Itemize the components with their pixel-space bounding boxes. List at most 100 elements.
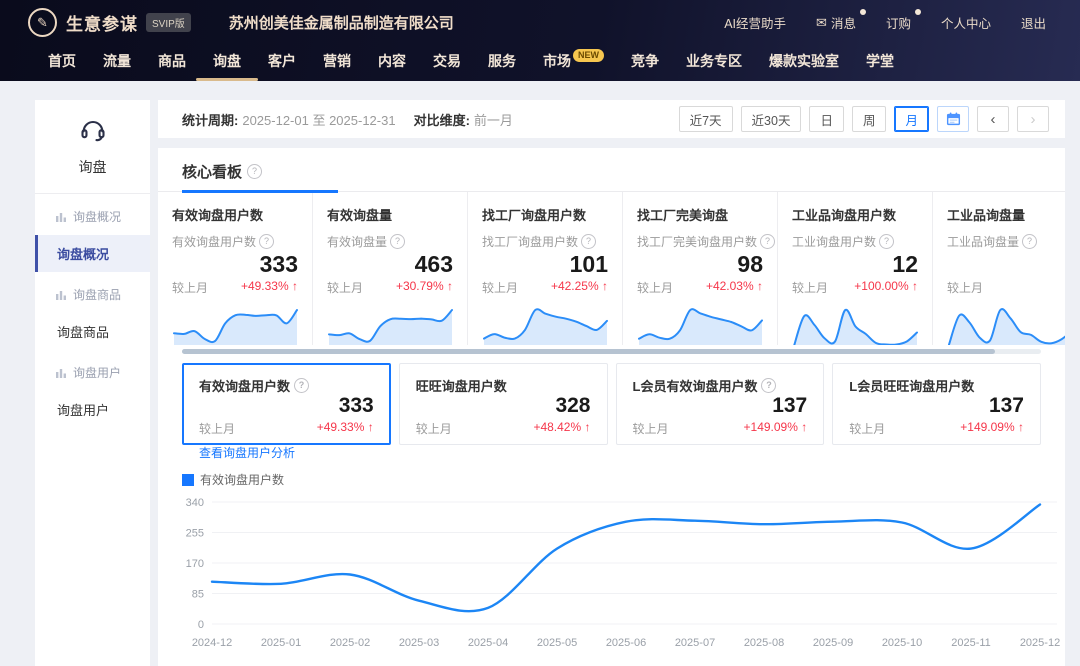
nav-tab[interactable]: 学堂 xyxy=(866,45,894,81)
top-header: ✎ 生意参谋 SVIP版 苏州创美佳金属制品制造有限公司 AI经营助手 ✉ 消息… xyxy=(0,0,1080,81)
summary-card[interactable]: L会员旺旺询盘用户数 137 较上月 +149.09% ↑ xyxy=(832,363,1041,445)
help-icon[interactable]: ? xyxy=(390,234,406,249)
sidebar-group-header[interactable]: 询盘商品 xyxy=(35,272,150,307)
nav-tab[interactable]: 内容 xyxy=(378,45,406,81)
compare-label: 对比维度: xyxy=(413,112,470,128)
calendar-button[interactable] xyxy=(937,106,969,132)
summary-card-value: 137 xyxy=(988,394,1024,417)
compare-period-label: 较上月 xyxy=(947,281,984,295)
summary-card[interactable]: 旺旺询盘用户数 328 较上月 +48.42% ↑ xyxy=(398,363,608,445)
metric-card-value: 12 xyxy=(892,251,918,277)
svg-text:2025-06: 2025-06 xyxy=(606,637,646,649)
legend-label: 有效询盘用户数 xyxy=(200,473,285,487)
nav-tab[interactable]: 交易 xyxy=(433,45,461,81)
nav-tab[interactable]: 商品 xyxy=(158,45,186,81)
metric-card[interactable]: 找工厂完美询盘 找工厂完美询盘用户数 ? 98 较上月 +42.03% ↑ xyxy=(623,192,778,345)
nav-tab[interactable]: 营销 xyxy=(323,45,351,81)
sidebar-item[interactable]: 询盘用户 xyxy=(35,391,150,428)
metric-card[interactable]: 有效询盘用户数 有效询盘用户数 ? 333 较上月 +49.33% ↑ xyxy=(158,192,313,345)
summary-cards-row: 有效询盘用户数 ? 333 较上月 +49.33% ↑ 查看询盘用户分析 旺旺询… xyxy=(158,354,1065,460)
header-menu-item[interactable]: 退出 xyxy=(1021,13,1046,32)
nav-tab-label: 首页 xyxy=(48,53,76,69)
change-value: +30.79% xyxy=(395,279,444,293)
nav-tab[interactable]: 客户 xyxy=(268,45,296,81)
header-menu-item[interactable]: 订购 xyxy=(886,9,921,32)
range-button[interactable]: 日 xyxy=(809,106,844,132)
help-icon[interactable]: ? xyxy=(760,234,776,249)
summary-card-value: 328 xyxy=(555,394,591,417)
nav-tab[interactable]: 首页 xyxy=(48,45,76,81)
range-button[interactable]: 近7天 xyxy=(678,106,733,132)
help-icon[interactable]: ? xyxy=(879,234,895,249)
help-icon[interactable]: ? xyxy=(1022,234,1038,249)
range-button[interactable]: 周 xyxy=(851,106,887,132)
metric-card-subtitle: 找工厂完美询盘用户数 xyxy=(637,235,758,249)
sidebar-group-header[interactable]: 询盘概况 xyxy=(35,194,150,229)
summary-card[interactable]: 有效询盘用户数 ? 333 较上月 +49.33% ↑ 查看询盘用户分析 xyxy=(182,363,391,460)
range-button[interactable]: 近30天 xyxy=(740,106,802,132)
sidebar-group-header[interactable]: 询盘用户 xyxy=(35,350,150,385)
nav-tab[interactable]: 竞争 xyxy=(631,45,659,81)
next-period-button[interactable]: › xyxy=(1017,106,1049,132)
metric-cards-row: 有效询盘用户数 有效询盘用户数 ? 333 较上月 +49.33% ↑ 有效询盘… xyxy=(158,192,1065,345)
help-icon[interactable]: ? xyxy=(259,234,275,249)
metric-card-subtitle: 有效询盘用户数 xyxy=(172,235,257,249)
header-menu-item[interactable]: 个人中心 xyxy=(941,13,991,32)
nav-tab[interactable]: 服务 xyxy=(488,45,516,81)
legend-swatch-icon xyxy=(182,473,194,486)
compare-period-label: 较上月 xyxy=(482,281,519,295)
range-button-label: 月 xyxy=(905,113,918,128)
metric-card[interactable]: 找工厂询盘用户数 找工厂询盘用户数 ? 101 较上月 +42.25% ↑ xyxy=(468,192,623,345)
metric-card[interactable]: 工业品询盘用户数 工业询盘用户数 ? 12 较上月 +100.00% ↑ xyxy=(778,192,933,345)
change-percent: +100.00% ↑ xyxy=(854,279,918,296)
nav-tab-label: 客户 xyxy=(268,53,296,69)
nav-tab-label: 学堂 xyxy=(866,53,894,69)
svg-text:170: 170 xyxy=(186,558,204,570)
svip-badge: SVIP版 xyxy=(146,13,191,32)
header-menu-label: 个人中心 xyxy=(940,17,991,31)
main-nav: 首页 流量 商品 询盘 客户 营销 内容 交易 服务 市场 NEW 竞争 xyxy=(0,45,1080,81)
compare-period-label: 较上月 xyxy=(632,422,669,436)
help-icon[interactable]: ? xyxy=(761,378,777,393)
change-percent: +149.09% ↑ xyxy=(960,420,1024,437)
help-icon[interactable]: ? xyxy=(581,234,597,249)
nav-tab[interactable]: 流量 xyxy=(103,45,131,81)
view-analysis-link[interactable]: 查看询盘用户分析 xyxy=(199,446,296,460)
help-icon[interactable]: ? xyxy=(247,164,263,179)
header-menu-item[interactable]: ✉ 消息 xyxy=(816,9,866,32)
notification-dot-icon xyxy=(914,9,921,15)
metric-card[interactable]: 有效询盘量 有效询盘量 ? 463 较上月 +30.79% ↑ xyxy=(313,192,468,345)
prev-period-button[interactable]: ‹ xyxy=(977,106,1009,132)
svg-text:2025-10: 2025-10 xyxy=(882,637,922,649)
summary-card-title: 旺旺询盘用户数 xyxy=(415,379,507,394)
help-icon[interactable]: ? xyxy=(294,378,310,393)
nav-tab[interactable]: 询盘 xyxy=(213,45,241,81)
compare-period-label: 较上月 xyxy=(792,281,829,295)
sidebar-group-label: 询盘概况 xyxy=(73,210,122,224)
new-badge: NEW xyxy=(573,49,604,62)
summary-card[interactable]: L会员有效询盘用户数 ? 137 较上月 +149.09% ↑ xyxy=(615,363,825,445)
sidebar-item[interactable]: 询盘概况 xyxy=(35,235,150,272)
svg-text:2025-07: 2025-07 xyxy=(675,637,715,649)
chart-icon xyxy=(56,368,66,378)
metric-card[interactable]: 工业品询盘量 工业品询盘量 ? 较上月 xyxy=(933,192,1065,345)
nav-tab[interactable]: 爆款实验室 xyxy=(769,45,839,81)
nav-tab[interactable]: 业务专区 xyxy=(686,45,742,81)
header-menu: AI经营助手 ✉ 消息 订购 个人中心 退出 xyxy=(724,9,1052,32)
sidebar-item[interactable]: 询盘商品 xyxy=(35,313,150,350)
scrollbar-thumb[interactable] xyxy=(182,349,995,354)
app-title: 生意参谋 xyxy=(66,15,138,34)
change-percent: +30.79% ↑ xyxy=(396,279,453,296)
header-menu-item[interactable]: AI经营助手 xyxy=(724,13,786,32)
change-value: +42.25% xyxy=(550,279,599,293)
app-logo-icon[interactable]: ✎ xyxy=(28,8,57,37)
nav-tab[interactable]: 市场 NEW xyxy=(543,45,604,81)
svg-text:2025-05: 2025-05 xyxy=(537,637,577,649)
svg-text:2025-02: 2025-02 xyxy=(330,637,370,649)
nav-tab-label: 业务专区 xyxy=(686,53,742,69)
arrow-up-icon: ↑ xyxy=(292,279,298,293)
range-button[interactable]: 月 xyxy=(894,106,929,132)
svg-text:255: 255 xyxy=(186,528,204,540)
change-value: +100.00% xyxy=(854,279,909,293)
panel-header: 核心看板 ? xyxy=(158,148,1065,193)
